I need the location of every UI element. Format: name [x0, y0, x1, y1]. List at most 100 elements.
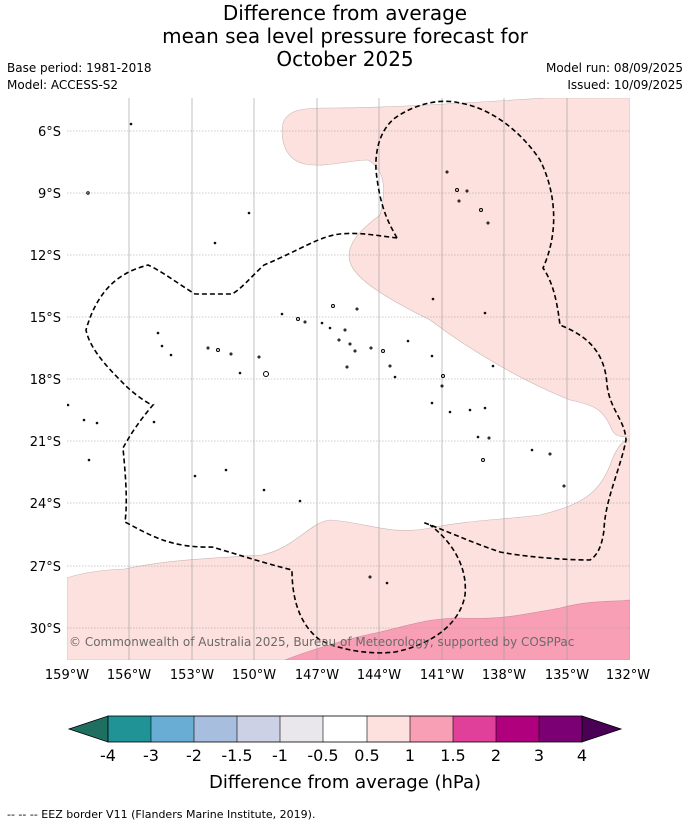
island-marker: [86, 191, 90, 195]
eez-border-french-polynesia: [375, 100, 627, 561]
colorbar-segment: [367, 716, 410, 742]
lat-label: 24°S: [30, 497, 61, 512]
island-marker: [152, 420, 156, 424]
lon-label: 144°W: [357, 668, 401, 683]
island-marker: [486, 221, 490, 225]
island-marker: [430, 401, 434, 405]
colorbar-segment: [151, 716, 194, 742]
lat-label: 30°S: [30, 622, 61, 637]
colorbar-tick: 1.5: [440, 746, 465, 765]
island-marker: [303, 320, 307, 324]
colorbar-tick: 4: [577, 746, 587, 765]
island-marker: [476, 435, 480, 439]
island-marker: [247, 211, 251, 215]
island-marker: [483, 311, 487, 315]
island-marker: [298, 499, 302, 503]
island-marker: [213, 241, 217, 245]
lon-label: 141°W: [420, 668, 464, 683]
colorbar-extend-low: [67, 715, 109, 743]
gridlines: [67, 98, 630, 660]
model-label: Model: ACCESS-S2: [7, 78, 119, 92]
island-marker: [562, 484, 566, 488]
island-marker: [87, 458, 91, 462]
colorbar-segment: [453, 716, 496, 742]
anomaly-region-northeast: [281, 98, 630, 438]
eez-borders: [85, 100, 627, 654]
eez-footnote: -- -- -- EEZ border V11 (Flanders Marine…: [7, 808, 316, 821]
island-marker: [388, 364, 392, 368]
island-marker: [156, 331, 160, 335]
island-marker: [468, 408, 472, 412]
colorbar-segment: [194, 716, 237, 742]
meta-right: Model run: 08/09/2025 Issued: 10/09/2025: [546, 60, 683, 94]
lat-label: 12°S: [30, 249, 61, 264]
lon-label: 153°W: [170, 668, 214, 683]
island-marker: [353, 349, 357, 353]
island-marker: [262, 488, 266, 492]
colorbar-tick: -1: [272, 746, 288, 765]
lat-label: 18°S: [30, 373, 61, 388]
lon-label: 150°W: [232, 668, 276, 683]
anomaly-region-south: [67, 437, 630, 660]
colorbar-segment: [280, 716, 323, 742]
island-marker: [345, 365, 349, 369]
colorbar-ticks: -4 -3 -2 -1.5 -1 -0.5 0.5 1 1.5 2 3 4: [100, 746, 587, 765]
island-marker: [193, 474, 197, 478]
latitude-labels: 6°S 9°S 12°S 15°S 18°S 21°S 24°S 27°S 30…: [30, 125, 61, 637]
island-marker: [440, 384, 444, 388]
colorbar-segment: [496, 716, 539, 742]
colorbar-tick: -0.5: [307, 746, 338, 765]
island-marker: [368, 575, 372, 579]
island-marker: [455, 188, 459, 192]
island-marker: [169, 353, 173, 357]
base-period-label: Base period: 1981-2018: [7, 61, 152, 75]
island-marker: [457, 199, 461, 203]
lon-label: 159°W: [45, 668, 89, 683]
map-title: Difference from average mean sea level p…: [0, 2, 690, 71]
island-marker: [481, 458, 485, 462]
island-marker: [483, 406, 487, 410]
island-marker: [491, 364, 495, 368]
island-marker: [448, 410, 452, 414]
title-line-2: mean sea level pressure forecast for: [162, 24, 528, 48]
lon-label: 135°W: [545, 668, 589, 683]
island-marker: [431, 297, 435, 301]
issued-label: Issued: 10/09/2025: [567, 78, 683, 92]
island-marker: [445, 170, 449, 174]
island-marker: [257, 355, 261, 359]
island-marker: [465, 189, 469, 193]
island-marker: [487, 436, 491, 440]
lon-label: 138°W: [482, 668, 526, 683]
island-marker: [280, 312, 284, 316]
colorbar-tick: -3: [143, 746, 159, 765]
island-marker: [348, 342, 352, 346]
island-marker: [355, 307, 359, 311]
island-marker: [369, 346, 373, 350]
colorbar-tick: 1: [405, 746, 415, 765]
copyright-text: © Commonwealth of Australia 2025, Bureau…: [69, 635, 574, 649]
island-marker: [343, 328, 347, 332]
colorbar-segment: [108, 716, 151, 742]
lat-label: 9°S: [38, 187, 61, 202]
map-area: © Commonwealth of Australia 2025, Bureau…: [67, 98, 630, 660]
lon-label: 147°W: [295, 668, 339, 683]
island-marker: [296, 317, 300, 321]
colorbar-segment: [539, 716, 582, 742]
island-marker: [430, 354, 434, 358]
colorbar-tick: 3: [534, 746, 544, 765]
lon-label: 132°W: [606, 668, 650, 683]
island-marker: [216, 348, 220, 352]
islands: [67, 122, 566, 585]
colorbar-label: Difference from average (hPa): [209, 772, 481, 793]
island-marker: [530, 448, 534, 452]
island-marker: [393, 375, 397, 379]
colorbar-tick: -4: [100, 746, 116, 765]
island-marker: [229, 352, 233, 356]
island-marker: [238, 371, 242, 375]
island-marker: [441, 374, 445, 378]
island-marker: [331, 304, 335, 308]
island-marker: [320, 321, 324, 325]
anomaly-region-south-strong: [284, 599, 630, 660]
longitude-labels: 159°W 156°W 153°W 150°W 147°W 144°W 141°…: [45, 668, 650, 683]
